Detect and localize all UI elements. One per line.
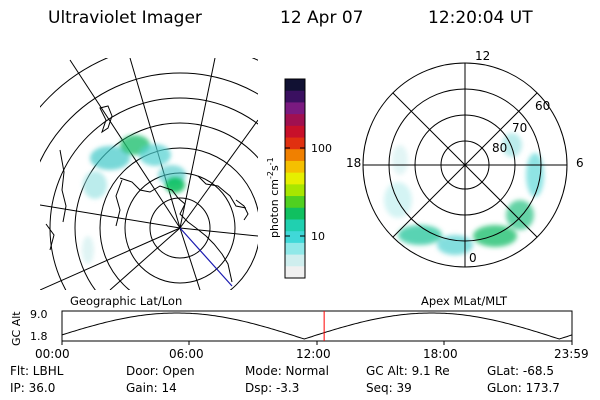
status-gc-alt: GC Alt: 9.1 Re (366, 364, 450, 378)
colorbar-segment (285, 149, 305, 162)
colorbar: 100 10 photon cm-2s-1 (266, 78, 332, 279)
colorbar-tick-10: 10 (311, 230, 325, 243)
image-time: 12:20:04 UT (428, 8, 533, 28)
status-glat: GLat: -68.5 (487, 364, 554, 378)
colorbar-segment (285, 219, 305, 232)
colorbar-segment (285, 125, 305, 139)
colorbar-segment (285, 207, 305, 221)
status-glon: GLon: 173.7 (487, 381, 560, 395)
colorbar-segment (285, 266, 305, 279)
image-date: 12 Apr 07 (280, 8, 364, 28)
colorbar-tick-100: 100 (311, 142, 332, 155)
colorbar-segment (285, 172, 305, 185)
lat-label-80: 80 (492, 141, 507, 155)
status-gain: Gain: 14 (126, 381, 177, 395)
time-tick-0000: 00:00 (35, 347, 70, 361)
mlt-label-12: 12 (475, 49, 490, 63)
status-mode: Mode: Normal (245, 364, 329, 378)
mlt-label-0: 0 (469, 251, 477, 265)
time-tick-1200: 12:00 (296, 347, 331, 361)
polar-map: 12 18 6 0 60 70 80 (346, 49, 584, 268)
status-ip: IP: 36.0 (10, 381, 56, 395)
app-title: Ultraviolet Imager (48, 8, 202, 28)
colorbar-segment (285, 184, 305, 197)
status-filter: Flt: LBHL (10, 364, 64, 378)
colorbar-segment (285, 254, 305, 267)
colorbar-segment (285, 160, 305, 174)
colorbar-segment (285, 242, 305, 256)
time-tick-2359: 23:59 (554, 347, 589, 361)
colorbar-unit: photon cm-2s-1 (266, 157, 281, 238)
lat-label-60: 60 (535, 99, 550, 113)
colorbar-segment (285, 231, 305, 244)
colorbar-segment (285, 102, 305, 115)
colorbar-segment (285, 79, 305, 92)
status-door: Door: Open (126, 364, 195, 378)
alt-tick-1.8: 1.8 (30, 330, 48, 343)
geographic-map-label: Geographic Lat/Lon (70, 294, 183, 308)
time-tick-1800: 18:00 (423, 347, 458, 361)
time-tick-0600: 06:00 (169, 347, 204, 361)
alt-axis-label: GC Alt (10, 311, 23, 346)
colorbar-segment (285, 196, 305, 209)
colorbar-segment (285, 90, 305, 104)
mlt-label-6: 6 (576, 156, 584, 170)
colorbar-segment (285, 137, 305, 150)
mlt-label-18: 18 (346, 156, 361, 170)
colorbar-segment (285, 114, 305, 127)
status-dsp: Dsp: -3.3 (245, 381, 300, 395)
status-seq: Seq: 39 (366, 381, 412, 395)
alt-tick-9: 9.0 (30, 308, 48, 321)
polar-map-label: Apex MLat/MLT (421, 294, 508, 308)
lat-label-70: 70 (512, 121, 527, 135)
altitude-strip: 9.0 1.8 GC Alt (10, 308, 573, 346)
